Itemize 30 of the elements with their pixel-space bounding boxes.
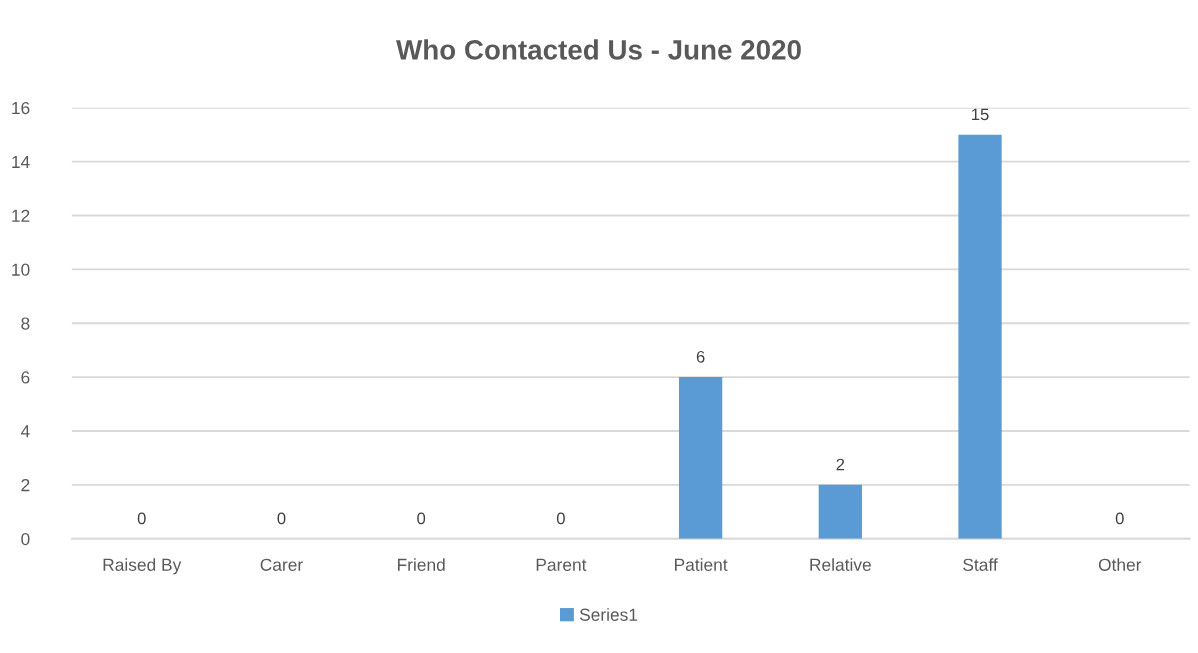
legend-label: Series1 <box>579 608 638 621</box>
data-label: 15 <box>972 108 989 121</box>
data-label: 0 <box>1115 512 1124 525</box>
y-tick-label: 14 <box>12 155 30 168</box>
data-label: 6 <box>696 350 705 363</box>
data-label: 0 <box>277 512 286 525</box>
x-tick-label: Patient <box>675 558 728 571</box>
y-tick-label: 6 <box>21 371 30 384</box>
y-tick-label: 8 <box>21 317 30 330</box>
bar <box>958 134 1002 539</box>
y-tick-label: 16 <box>12 101 30 115</box>
y-tick-label: 0 <box>21 532 30 546</box>
data-label: 0 <box>556 512 565 525</box>
y-tick-label: 2 <box>21 479 30 492</box>
y-tick-label: 4 <box>20 425 30 438</box>
data-label: 0 <box>137 512 146 525</box>
x-tick-label: Parent <box>536 558 587 571</box>
data-label: 0 <box>417 512 426 525</box>
x-tick-label: Relative <box>810 558 871 571</box>
data-label: 2 <box>836 458 845 471</box>
x-tick-label: Staff <box>963 558 998 571</box>
y-tick-label: 12 <box>12 209 30 222</box>
y-tick-label: 10 <box>12 263 30 276</box>
x-tick-label: Carer <box>260 558 303 571</box>
bar <box>678 377 723 539</box>
chart-title: Who Contacted Us - June 2020 <box>396 39 801 60</box>
x-tick-label: Other <box>1098 558 1142 571</box>
x-tick-label: Raised By <box>103 558 182 575</box>
x-tick-label: Friend <box>397 558 445 571</box>
bar <box>818 484 862 539</box>
